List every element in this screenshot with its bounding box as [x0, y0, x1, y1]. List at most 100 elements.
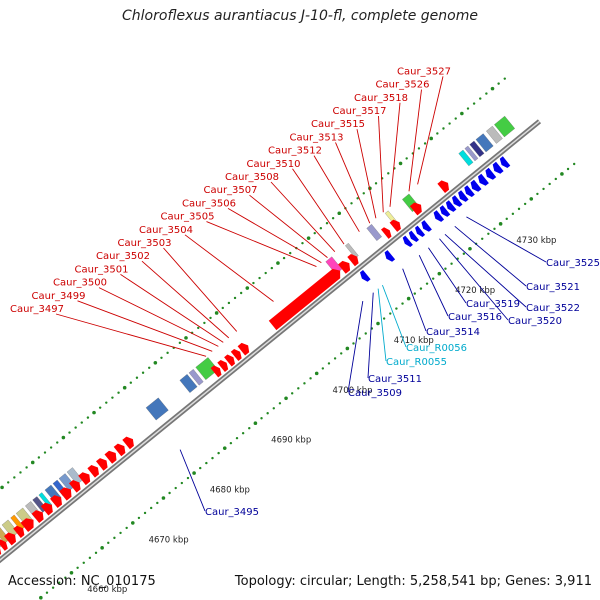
outer-tick [472, 102, 476, 105]
inner-tick [309, 377, 312, 380]
outer-tick [178, 341, 182, 345]
outer-tick [325, 222, 329, 225]
genome-axis [0, 119, 542, 564]
cog-block [464, 145, 479, 162]
inner-tick [241, 431, 245, 435]
outer-tick [122, 385, 127, 390]
forward-gene-arrow [113, 443, 126, 457]
reverse-gene-label: Caur_3516 [448, 312, 502, 323]
inner-tick [143, 511, 147, 515]
inner-tick [401, 302, 404, 305]
forward-gene-label: Caur_3527 [397, 66, 451, 77]
inner-tick [156, 501, 159, 505]
reverse-gene-arrow [492, 161, 504, 174]
reverse-leader-line [347, 301, 364, 393]
cog-block [366, 224, 382, 241]
inner-tick [437, 271, 442, 276]
outer-tick [356, 197, 359, 200]
inner-tick [76, 566, 79, 569]
forward-gene-arrow [59, 487, 72, 501]
forward-genes [0, 180, 449, 555]
reverse-gene-label: Caur_3521 [526, 282, 580, 293]
forward-leader-line [249, 194, 328, 258]
inner-tick [333, 357, 337, 360]
outer-tick [19, 471, 22, 474]
outer-tick [0, 485, 4, 490]
forward-leader-line [335, 142, 371, 224]
forward-gene-arrow [224, 354, 235, 367]
inner-tick [161, 496, 166, 500]
outer-tick [423, 142, 427, 145]
forward-gene-label: Caur_3506 [182, 198, 236, 209]
outer-tick [331, 217, 335, 220]
reverse-gene-label: Caur_3519 [466, 299, 520, 310]
outer-tick [417, 147, 421, 150]
cog-block [494, 115, 516, 138]
inner-tick [278, 402, 282, 405]
outer-tick [362, 192, 365, 195]
forward-leader-line [417, 76, 444, 185]
outer-tick [160, 356, 163, 360]
outer-tick [337, 211, 342, 216]
forward-gene-arrow [104, 450, 117, 464]
inner-tick [548, 182, 551, 186]
reverse-leader-line [179, 449, 206, 512]
forward-leader-line [98, 287, 219, 347]
outer-tick [466, 107, 470, 110]
outer-tick [429, 136, 434, 141]
forward-leader-line [141, 260, 230, 339]
inner-tick [560, 172, 564, 176]
forward-leader-line [408, 89, 422, 192]
outer-tick [442, 127, 445, 130]
forward-gene-arrow [122, 436, 134, 450]
reverse-leader-line [367, 292, 374, 379]
reverse-gene-label: Caur_R0056 [406, 343, 467, 354]
outer-tick [221, 306, 224, 310]
outer-tick [252, 281, 255, 285]
outer-tick [503, 77, 506, 80]
reverse-gene-label: Caur_3522 [526, 303, 580, 314]
forward-gene-label: Caur_3505 [161, 212, 215, 223]
inner-tick [51, 586, 55, 589]
outer-tick [68, 431, 71, 434]
forward-gene-arrow [69, 480, 81, 493]
reverse-gene-arrow [433, 210, 445, 222]
outer-tick [203, 321, 206, 325]
inner-tick [517, 207, 521, 211]
inner-tick [572, 162, 576, 166]
kbp-label: 4670 kbp [149, 535, 189, 545]
inner-tick [253, 421, 258, 426]
inner-tick [406, 296, 411, 301]
forward-gene-arrow [40, 502, 53, 516]
outer-tick [43, 451, 47, 454]
forward-gene-label: Caur_3512 [268, 146, 322, 157]
cog-block [66, 467, 83, 485]
reverse-gene-label: Caur_3509 [348, 388, 402, 399]
reverse-gene-arrow [421, 220, 432, 232]
gene-labels: Caur_3497 Caur_3499 Caur_3500 Caur_3501 Caur… [10, 66, 600, 518]
forward-gene-arrow [96, 458, 108, 471]
inner-tick [199, 466, 202, 470]
inner-tick [425, 282, 429, 285]
inner-tick [266, 412, 269, 415]
genome-summary: Topology: circular; Length: 5,258,541 bp… [234, 574, 592, 589]
inner-tick [88, 556, 92, 560]
forward-gene-arrow [237, 342, 250, 356]
forward-gene-arrow [210, 365, 222, 378]
reverse-leader-line [402, 268, 427, 332]
cog-block [1, 519, 19, 538]
accession-text: Accession: NC_010175 [8, 574, 156, 589]
outer-tick [86, 416, 90, 419]
forward-gene-arrow [13, 525, 25, 538]
reverse-leader-line [418, 255, 449, 317]
inner-tick [340, 352, 343, 355]
inner-tick [450, 262, 453, 265]
forward-gene-arrow [230, 349, 242, 361]
inner-tick [186, 476, 190, 480]
outer-tick [129, 381, 133, 384]
outer-tick [80, 421, 83, 424]
forward-gene-arrow [4, 532, 16, 546]
forward-gene-label: Caur_3517 [333, 106, 387, 117]
kbp-label: 4710 kbp [394, 336, 434, 346]
reverse-leader-line [454, 225, 527, 287]
